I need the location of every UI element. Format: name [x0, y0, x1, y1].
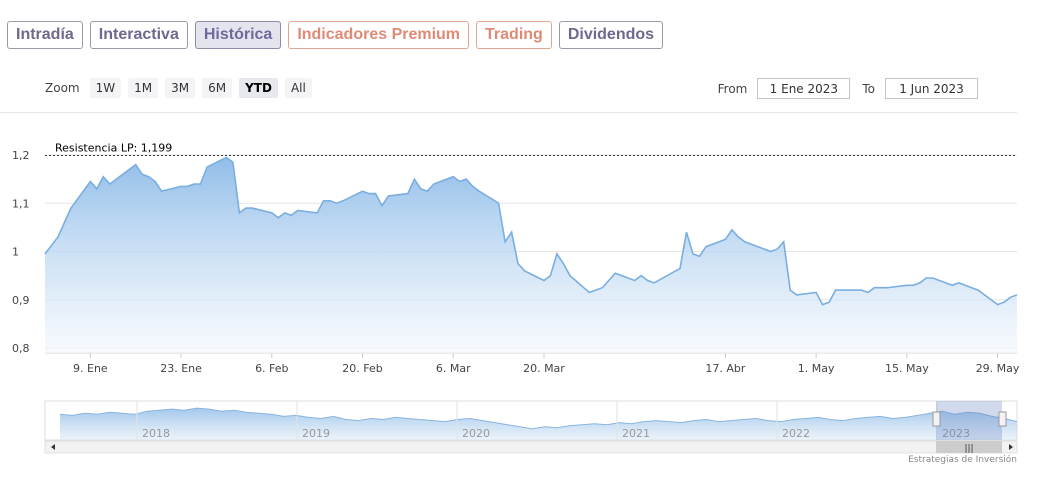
scroll-left-icon[interactable]: [51, 444, 55, 450]
navigator-year-label: 2022: [782, 427, 810, 440]
date-range: From 1 Ene 2023 To 1 Jun 2023: [718, 78, 978, 99]
x-tick-label: 9. Ene: [73, 362, 108, 375]
x-tick-label: 6. Feb: [255, 362, 288, 375]
x-tick-label: 6. Mar: [436, 362, 471, 375]
y-tick-label: 1,2: [12, 149, 30, 162]
to-date-input[interactable]: 1 Jun 2023: [885, 78, 978, 99]
navigator-year-label: 2021: [622, 427, 650, 440]
navigator-year-label: 2020: [462, 427, 490, 440]
price-line: [44, 156, 1018, 306]
tab-intradía[interactable]: Intradía: [7, 21, 83, 49]
zoom-6m-button[interactable]: 6M: [202, 78, 233, 98]
tab-interactiva[interactable]: Interactiva: [89, 21, 188, 49]
x-tick-label: 23. Ene: [160, 362, 202, 375]
zoom-label: Zoom: [45, 81, 80, 95]
navigator-year-label: 2018: [142, 427, 170, 440]
y-tick-label: 0,9: [12, 294, 30, 307]
tab-dividendos[interactable]: Dividendos: [558, 21, 664, 49]
navigator-year-label: 2023: [942, 427, 970, 440]
zoom-buttons: 1W 1M 3M 6M YTD All: [89, 78, 312, 98]
x-tick-label: 1. May: [798, 362, 835, 375]
navigator-line: [59, 407, 1018, 430]
y-tick-label: 1: [12, 246, 19, 259]
x-tick-label: 20. Mar: [523, 362, 565, 375]
navigator-scrollbar[interactable]: [44, 440, 1018, 454]
credit-text: Estrategias de Inversión: [908, 455, 1017, 465]
tab-histórica[interactable]: Histórica: [194, 21, 282, 49]
zoom-all-button[interactable]: All: [284, 78, 312, 98]
tab-trading[interactable]: Trading: [476, 21, 552, 49]
chart-tabs: Intradía Interactiva Histórica Indicadores …: [7, 21, 664, 51]
navigator-handle[interactable]: [998, 411, 1007, 427]
resistance-label: Resistencia LP: 1,199: [55, 141, 172, 154]
zoom-1w-button[interactable]: 1W: [89, 78, 122, 98]
header-divider: [0, 112, 1017, 113]
zoom-3m-button[interactable]: 3M: [165, 78, 196, 98]
y-tick-label: 0,8: [12, 342, 30, 355]
navigator[interactable]: 2018 2019 2020 2021 2022 2023 |||: [44, 400, 1018, 454]
zoom-ytd-button[interactable]: YTD: [239, 78, 278, 98]
navigator-selection[interactable]: [936, 401, 1002, 440]
x-tick-label: 15. May: [885, 362, 929, 375]
range-selector: Zoom 1W 1M 3M 6M YTD All: [45, 78, 312, 98]
x-tick-label: 17. Abr: [705, 362, 745, 375]
from-label: From: [717, 81, 748, 96]
from-date-input[interactable]: 1 Ene 2023: [757, 78, 851, 99]
to-label: To: [862, 81, 875, 96]
zoom-1m-button[interactable]: 1M: [128, 78, 159, 98]
tab-indicadores-premium[interactable]: Indicadores Premium: [288, 21, 470, 49]
navigator-handle[interactable]: [932, 411, 941, 427]
x-tick-label: 20. Feb: [342, 362, 382, 375]
y-tick-label: 1,1: [12, 197, 30, 210]
scrollbar-thumb[interactable]: [936, 441, 1002, 453]
scroll-right-icon[interactable]: [1009, 444, 1013, 450]
scrollbar-grip-icon: |||: [964, 444, 973, 454]
navigator-year-label: 2019: [302, 427, 330, 440]
price-area: [45, 157, 1017, 353]
x-tick-label: 29. May: [976, 362, 1020, 375]
